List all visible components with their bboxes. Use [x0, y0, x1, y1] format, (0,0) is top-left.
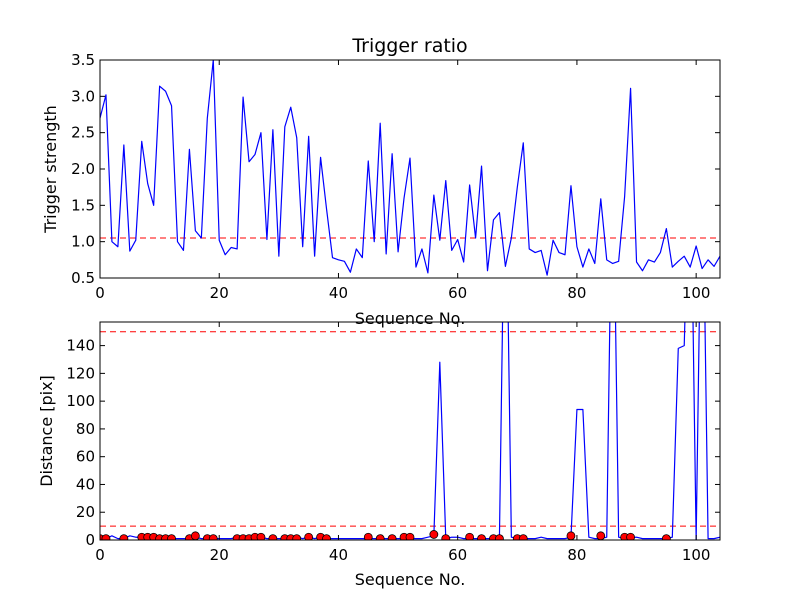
x-tick-label: 20 — [210, 546, 229, 564]
x-tick-label: 80 — [567, 284, 586, 302]
y-tick-label: 60 — [76, 448, 95, 466]
data-point — [119, 534, 129, 540]
y-tick-label: 3.5 — [71, 51, 95, 69]
y-tick-label: 3.0 — [71, 87, 95, 105]
x-tick-label: 0 — [95, 284, 105, 302]
data-point — [268, 534, 278, 540]
data-point — [596, 531, 606, 540]
data-point — [566, 531, 576, 540]
y-tick-label: 0.5 — [71, 269, 95, 287]
y-tick-label: 40 — [76, 475, 95, 493]
y-tick-label: 1.5 — [71, 196, 95, 214]
x-tick-label: 80 — [567, 546, 586, 564]
data-point — [465, 532, 475, 540]
data-point — [167, 534, 176, 540]
top-plot-area — [100, 60, 720, 276]
top-ticks: 0 20 40 60 80 100 0.5 1.0 1.5 2.0 2.5 3.0 3.5 — [71, 51, 720, 302]
top-y-axis-label: Trigger strength — [41, 105, 60, 234]
data-point — [441, 534, 451, 540]
bottom-axes-frame — [99, 321, 721, 541]
data-point — [190, 531, 200, 540]
bottom-ticks: 0 20 40 60 80 100 0 20 40 60 80 100 120 140 — [66, 322, 720, 564]
data-point — [292, 534, 302, 540]
x-tick-label: 60 — [448, 284, 467, 302]
y-tick-label: 100 — [66, 392, 95, 410]
x-tick-label: 40 — [329, 546, 348, 564]
data-point — [101, 534, 111, 540]
data-point — [495, 534, 504, 540]
x-tick-label: 0 — [95, 546, 105, 564]
x-tick-label: 40 — [329, 284, 348, 302]
y-tick-label: 80 — [76, 420, 95, 438]
chart-title: Trigger ratio — [351, 35, 467, 57]
data-point — [363, 532, 373, 540]
data-point — [429, 530, 439, 539]
top-x-axis-label: Sequence No. — [355, 309, 466, 328]
data-point — [375, 534, 385, 540]
data-point — [387, 534, 397, 540]
data-point — [477, 534, 486, 540]
trigger-ratio-chart: Trigger ratio 0 20 40 60 80 100 0.5 1.0 1.5 2.0 2.… — [41, 35, 721, 328]
bottom-plot-area — [100, 322, 720, 540]
x-tick-label: 60 — [448, 546, 467, 564]
data-point — [405, 532, 415, 540]
y-tick-label: 20 — [76, 503, 95, 521]
y-tick-label: 1.0 — [71, 233, 95, 251]
data-point — [322, 534, 331, 540]
data-point — [256, 532, 266, 540]
y-tick-label: 140 — [66, 337, 95, 355]
series-line — [100, 60, 720, 276]
y-tick-label: 120 — [66, 364, 95, 382]
data-point — [518, 534, 528, 540]
data-point — [661, 534, 671, 540]
data-point — [304, 532, 314, 540]
y-tick-label: 0 — [85, 531, 95, 549]
bottom-y-axis-label: Distance [pix] — [37, 375, 56, 487]
y-tick-label: 2.5 — [71, 124, 95, 142]
data-point — [626, 532, 635, 540]
bottom-x-axis-label: Sequence No. — [355, 570, 466, 589]
x-tick-label: 100 — [682, 284, 711, 302]
distance-chart: 0 20 40 60 80 100 0 20 40 60 80 100 120 140 Sequence … — [37, 321, 721, 589]
x-tick-label: 20 — [210, 284, 229, 302]
data-point — [208, 534, 218, 540]
x-tick-label: 100 — [682, 546, 711, 564]
y-tick-label: 2.0 — [71, 160, 95, 178]
